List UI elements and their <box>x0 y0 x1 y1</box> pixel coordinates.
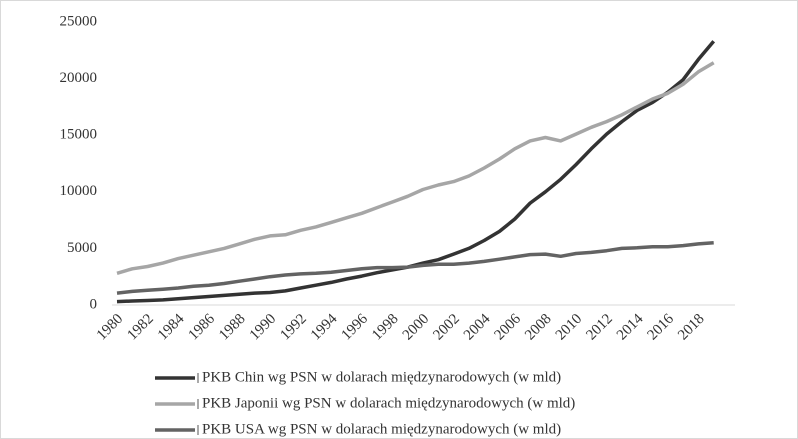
series-line <box>116 240 714 295</box>
y-tick-label: 0 <box>90 296 98 312</box>
y-tick-label: 5000 <box>67 240 97 256</box>
legend-label: PKB Chin wg PSN w dolarach międzynarodow… <box>202 369 561 385</box>
y-tick-label: 20000 <box>60 70 98 86</box>
y-tick-label: 10000 <box>60 183 98 199</box>
series-line <box>116 61 715 275</box>
y-tick-label: 15000 <box>60 127 98 143</box>
legend-label: PKB Japonii wg PSN w dolarach międzynaro… <box>202 395 575 411</box>
legend-label: PKB USA wg PSN w dolarach międzynarodowy… <box>202 421 561 437</box>
y-tick-label: 25000 <box>60 13 98 29</box>
